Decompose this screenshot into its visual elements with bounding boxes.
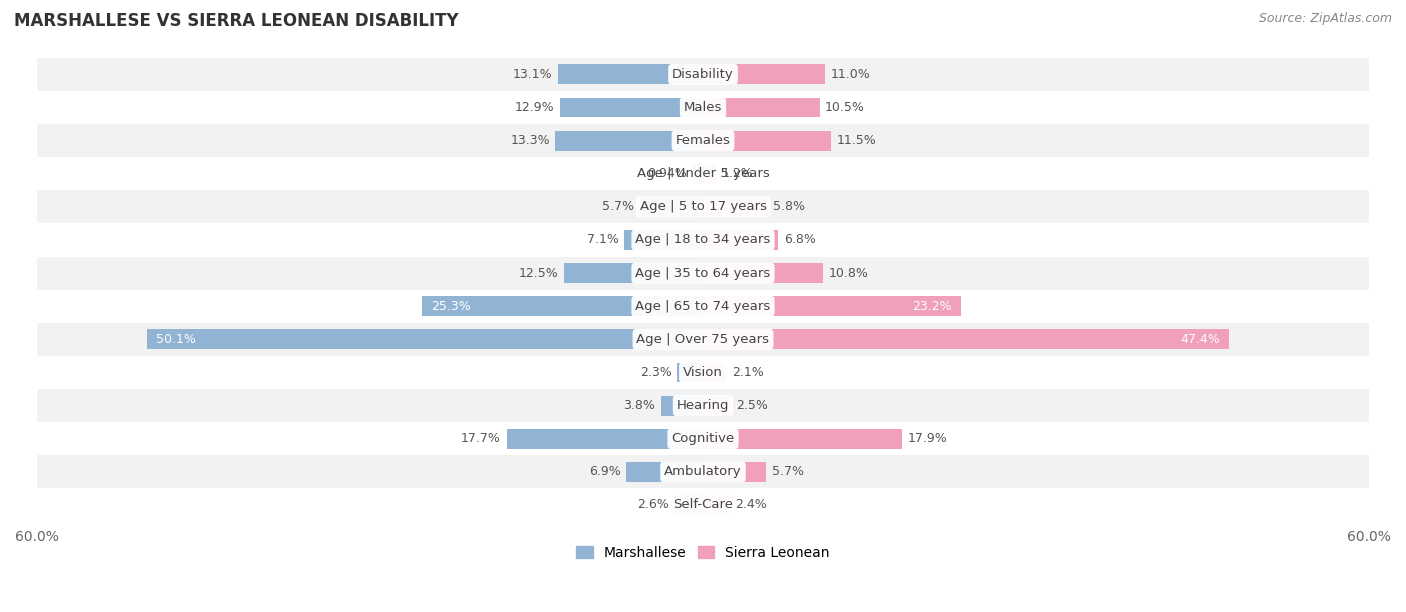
Text: 6.8%: 6.8%	[785, 234, 815, 247]
Text: 5.7%: 5.7%	[772, 465, 804, 479]
Text: 11.0%: 11.0%	[831, 68, 870, 81]
Bar	[678, 362, 703, 382]
Text: 50.1%: 50.1%	[156, 333, 195, 346]
Text: 2.6%: 2.6%	[637, 498, 669, 512]
Text: Males: Males	[683, 101, 723, 114]
Text: Age | Under 5 years: Age | Under 5 years	[637, 167, 769, 181]
Bar	[703, 64, 825, 84]
Text: 17.7%: 17.7%	[461, 432, 501, 445]
Text: Hearing: Hearing	[676, 399, 730, 412]
Bar	[703, 97, 820, 118]
Text: Age | 65 to 74 years: Age | 65 to 74 years	[636, 300, 770, 313]
Text: Cognitive: Cognitive	[672, 432, 734, 445]
Text: 5.7%: 5.7%	[602, 200, 634, 214]
Bar	[37, 422, 1369, 455]
Bar	[703, 263, 823, 283]
Bar	[564, 263, 703, 283]
Text: 7.1%: 7.1%	[586, 234, 619, 247]
Text: 2.5%: 2.5%	[737, 399, 768, 412]
Bar	[37, 58, 1369, 91]
Text: 1.2%: 1.2%	[721, 167, 754, 181]
Text: 17.9%: 17.9%	[907, 432, 948, 445]
Text: Disability: Disability	[672, 68, 734, 81]
Bar	[703, 462, 766, 482]
Bar	[37, 157, 1369, 190]
Bar	[693, 164, 703, 184]
Text: 13.3%: 13.3%	[510, 134, 550, 147]
Bar	[506, 429, 703, 449]
Bar	[703, 230, 779, 250]
Text: Self-Care: Self-Care	[673, 498, 733, 512]
Bar	[703, 495, 730, 515]
Text: 5.8%: 5.8%	[773, 200, 806, 214]
Text: Age | 5 to 17 years: Age | 5 to 17 years	[640, 200, 766, 214]
Bar	[703, 329, 1229, 349]
Text: 13.1%: 13.1%	[512, 68, 553, 81]
Bar	[37, 455, 1369, 488]
Legend: Marshallese, Sierra Leonean: Marshallese, Sierra Leonean	[571, 540, 835, 565]
Bar	[37, 356, 1369, 389]
Bar	[640, 197, 703, 217]
Text: 3.8%: 3.8%	[623, 399, 655, 412]
Text: 12.5%: 12.5%	[519, 267, 558, 280]
Text: Females: Females	[675, 134, 731, 147]
Bar	[37, 256, 1369, 289]
Bar	[673, 495, 703, 515]
Text: 23.2%: 23.2%	[912, 300, 952, 313]
Text: 0.94%: 0.94%	[647, 167, 688, 181]
Bar	[422, 296, 703, 316]
Text: Ambulatory: Ambulatory	[664, 465, 742, 479]
Bar	[703, 197, 768, 217]
Text: Age | Over 75 years: Age | Over 75 years	[637, 333, 769, 346]
Text: Age | 18 to 34 years: Age | 18 to 34 years	[636, 234, 770, 247]
Text: 6.9%: 6.9%	[589, 465, 621, 479]
Text: 47.4%: 47.4%	[1181, 333, 1220, 346]
Text: Source: ZipAtlas.com: Source: ZipAtlas.com	[1258, 12, 1392, 25]
Bar	[560, 97, 703, 118]
Text: 11.5%: 11.5%	[837, 134, 876, 147]
Text: 10.5%: 10.5%	[825, 101, 865, 114]
Text: 25.3%: 25.3%	[432, 300, 471, 313]
Bar	[37, 389, 1369, 422]
Bar	[703, 362, 727, 382]
Bar	[703, 395, 731, 416]
Bar	[37, 190, 1369, 223]
Text: 10.8%: 10.8%	[828, 267, 869, 280]
Text: MARSHALLESE VS SIERRA LEONEAN DISABILITY: MARSHALLESE VS SIERRA LEONEAN DISABILITY	[14, 12, 458, 30]
Bar	[703, 131, 831, 151]
Bar	[627, 462, 703, 482]
Text: Age | 35 to 64 years: Age | 35 to 64 years	[636, 267, 770, 280]
Bar	[37, 91, 1369, 124]
Text: 12.9%: 12.9%	[515, 101, 554, 114]
Bar	[37, 323, 1369, 356]
Text: 2.3%: 2.3%	[640, 366, 672, 379]
Text: 2.1%: 2.1%	[733, 366, 763, 379]
Text: 2.4%: 2.4%	[735, 498, 766, 512]
Bar	[146, 329, 703, 349]
Bar	[37, 289, 1369, 323]
Bar	[624, 230, 703, 250]
Bar	[558, 64, 703, 84]
Bar	[37, 124, 1369, 157]
Bar	[703, 429, 901, 449]
Bar	[703, 296, 960, 316]
Bar	[661, 395, 703, 416]
Bar	[37, 488, 1369, 521]
Bar	[37, 223, 1369, 256]
Bar	[703, 164, 716, 184]
Bar	[555, 131, 703, 151]
Text: Vision: Vision	[683, 366, 723, 379]
